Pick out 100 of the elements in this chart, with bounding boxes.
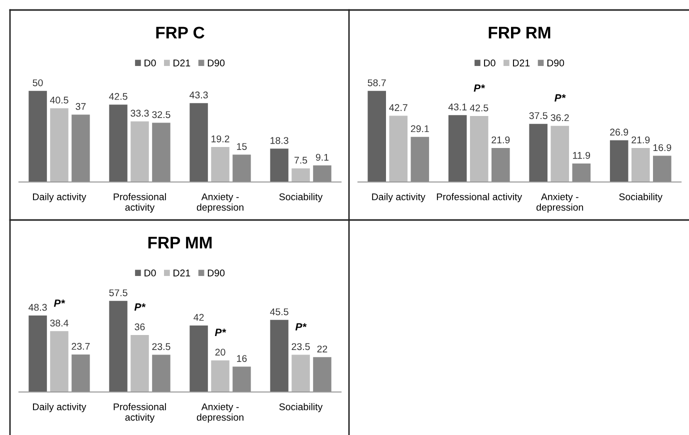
bar bbox=[152, 122, 170, 182]
legend-label: D21 bbox=[174, 270, 190, 276]
data-label: 23.7 bbox=[72, 342, 90, 350]
chart-title: FRP C bbox=[156, 26, 204, 38]
bar bbox=[270, 320, 288, 392]
bar bbox=[72, 114, 90, 182]
x-tick-label: Professional activity bbox=[436, 193, 522, 202]
x-tick-label: Professional activity bbox=[114, 403, 166, 423]
bar bbox=[152, 354, 170, 392]
data-label: 16.9 bbox=[653, 144, 672, 152]
legend-label: D21 bbox=[174, 60, 190, 66]
bar bbox=[410, 136, 430, 182]
bar bbox=[529, 124, 548, 182]
bar bbox=[470, 116, 488, 182]
annotation: P* bbox=[474, 84, 486, 92]
data-label: 22 bbox=[317, 346, 328, 352]
bar bbox=[313, 357, 332, 392]
data-label: 23.5 bbox=[292, 343, 310, 350]
data-label: 20 bbox=[215, 348, 226, 356]
bar bbox=[270, 148, 288, 182]
x-tick-label: Sociability bbox=[619, 193, 662, 202]
data-label: 42 bbox=[194, 314, 204, 321]
legend-label: D90 bbox=[547, 60, 564, 66]
bar bbox=[109, 300, 128, 392]
data-label: 26.9 bbox=[610, 128, 628, 136]
bar bbox=[572, 164, 591, 182]
data-label: 29.1 bbox=[410, 125, 429, 132]
bar bbox=[550, 126, 570, 182]
bar bbox=[653, 156, 672, 182]
bar bbox=[28, 316, 47, 392]
data-label: 36 bbox=[134, 323, 145, 330]
data-label: 32.5 bbox=[152, 111, 170, 118]
data-label: 50 bbox=[32, 79, 43, 86]
data-label: 9.1 bbox=[316, 154, 328, 161]
annotation: P* bbox=[214, 328, 226, 336]
legend-label: D0 bbox=[144, 270, 156, 276]
legend-label: D21 bbox=[513, 60, 530, 66]
data-label: 7.5 bbox=[294, 156, 308, 164]
chart-title: FRP MM bbox=[148, 236, 212, 248]
legend-label: D90 bbox=[208, 60, 225, 66]
bar bbox=[448, 115, 467, 182]
data-label: 21.9 bbox=[632, 136, 650, 144]
data-label: 43.3 bbox=[190, 92, 208, 98]
bar bbox=[109, 104, 128, 182]
data-label: 15 bbox=[237, 143, 247, 150]
data-label: 40.5 bbox=[50, 96, 68, 104]
data-label: 58.7 bbox=[368, 79, 386, 86]
bar bbox=[492, 148, 510, 182]
data-label: 36.2 bbox=[550, 114, 569, 122]
data-label: 57.5 bbox=[109, 289, 128, 296]
x-tick-label: Daily activity bbox=[33, 193, 86, 202]
data-label: 42.5 bbox=[109, 93, 128, 100]
bar bbox=[313, 165, 332, 182]
data-label: 21.9 bbox=[492, 136, 510, 144]
chart-title: FRP RM bbox=[488, 26, 550, 38]
bar bbox=[130, 334, 149, 392]
bar bbox=[50, 108, 68, 182]
annotation: P* bbox=[134, 303, 146, 311]
data-label: 33.3 bbox=[130, 110, 149, 117]
legend-label: D0 bbox=[484, 60, 496, 66]
data-label: 16 bbox=[237, 355, 247, 362]
x-tick-label: Professional activity bbox=[114, 193, 166, 213]
bar bbox=[211, 147, 230, 182]
legend-label: D0 bbox=[144, 60, 156, 66]
x-tick-label: Daily activity bbox=[33, 403, 86, 412]
x-tick-label: Sociability bbox=[279, 193, 323, 202]
bar bbox=[211, 360, 230, 392]
data-label: 37.5 bbox=[529, 112, 548, 120]
bar bbox=[232, 366, 251, 392]
data-label: 42.5 bbox=[470, 104, 488, 112]
bar bbox=[72, 354, 90, 392]
data-label: 37 bbox=[76, 103, 86, 110]
data-label: 38.4 bbox=[50, 320, 68, 326]
x-tick-label: Sociability bbox=[279, 403, 323, 412]
bar bbox=[631, 148, 650, 182]
bar bbox=[190, 103, 208, 182]
bar bbox=[130, 121, 149, 182]
annotation: P* bbox=[554, 94, 566, 102]
x-tick-label: Anxiety - depression bbox=[196, 403, 244, 423]
bar bbox=[190, 325, 208, 392]
x-tick-label: Daily activity bbox=[372, 193, 426, 202]
data-label: 42.7 bbox=[389, 104, 408, 111]
bar bbox=[610, 140, 628, 182]
bar bbox=[368, 90, 386, 182]
data-label: 11.9 bbox=[573, 152, 590, 159]
bar bbox=[232, 154, 251, 182]
bar bbox=[292, 354, 310, 392]
annotation: P* bbox=[295, 323, 307, 330]
data-label: 45.5 bbox=[270, 308, 288, 316]
data-label: 18.3 bbox=[270, 137, 288, 144]
data-label: 19.2 bbox=[212, 135, 230, 142]
legend-label: D90 bbox=[208, 270, 225, 276]
data-label: 23.5 bbox=[152, 343, 170, 350]
x-tick-label: Anxiety - depression bbox=[536, 193, 584, 213]
bar bbox=[50, 331, 68, 392]
annotation: P* bbox=[54, 300, 66, 307]
bar bbox=[389, 116, 408, 182]
data-label: 43.1 bbox=[448, 104, 467, 110]
x-tick-label: Anxiety - depression bbox=[196, 193, 244, 213]
bar bbox=[28, 90, 47, 182]
